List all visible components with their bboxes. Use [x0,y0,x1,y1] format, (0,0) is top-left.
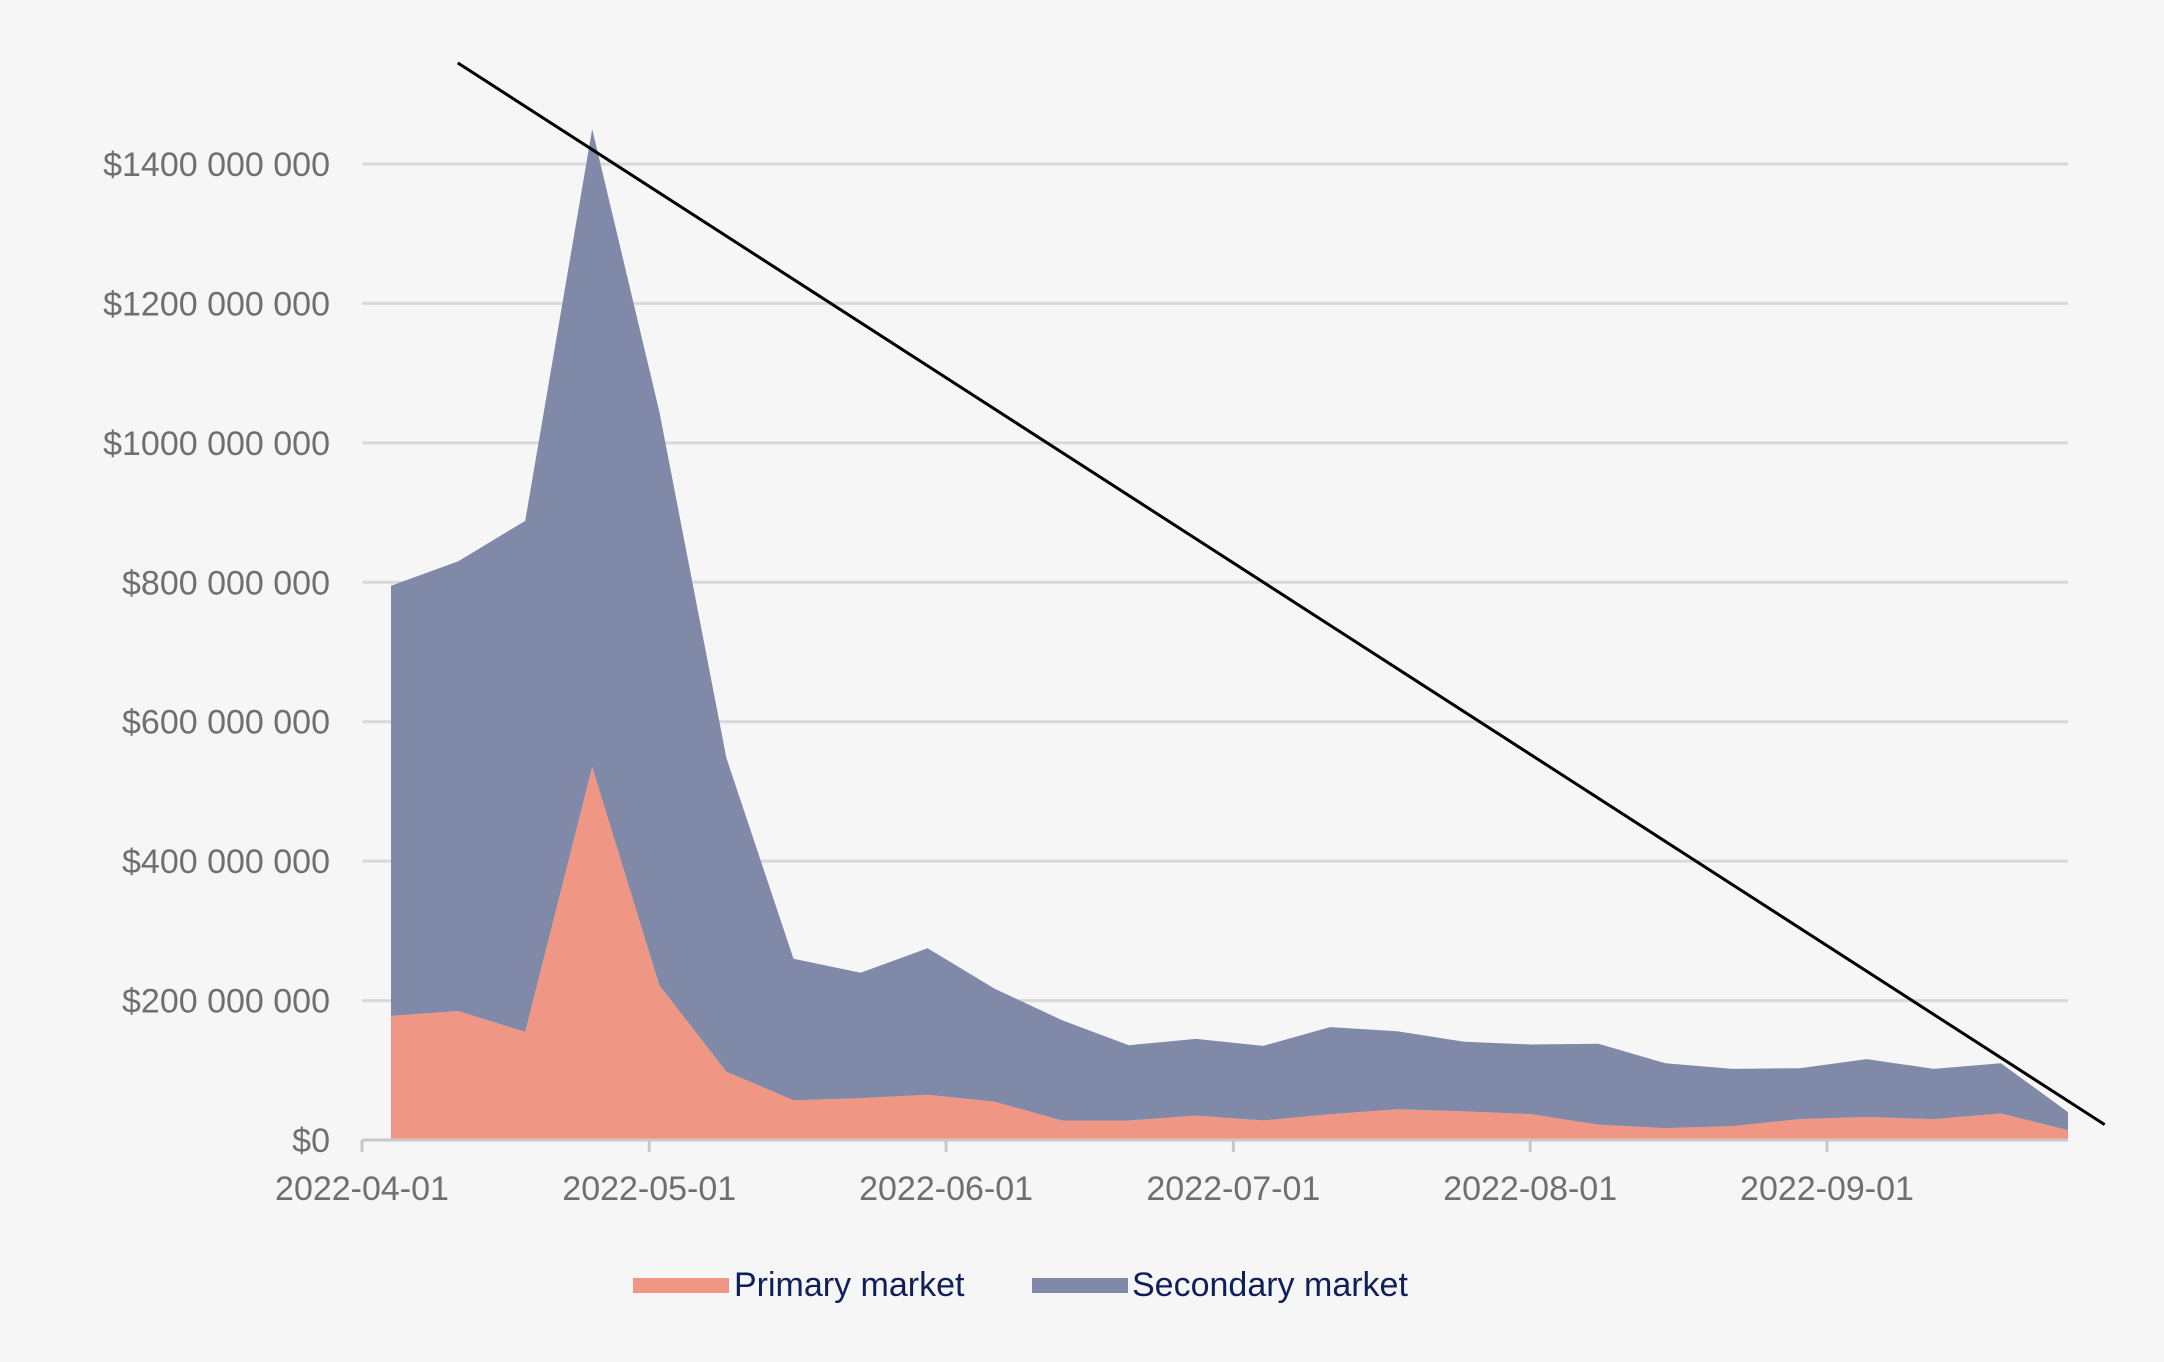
legend-swatch-secondary-market [1032,1278,1128,1293]
x-tick-label: 2022-05-01 [562,1170,736,1208]
x-axis-tick-labels: 2022-04-01 2022-05-01 2022-06-01 2022-07-01… [275,1170,1914,1208]
x-tick-label: 2022-08-01 [1443,1170,1617,1208]
y-axis-tick-labels: $0 $200 000 000 $400 000 000 $600 000 000 $8… [103,146,330,1160]
trendline [456,61,2106,1126]
y-tick-label: $0 [292,1122,330,1160]
y-tick-label: $1200 000 000 [103,285,330,323]
x-tick-label: 2022-04-01 [275,1170,449,1208]
y-tick-label: $800 000 000 [122,564,330,602]
trendline-layer [456,61,2106,1126]
x-axis [360,1138,2068,1152]
x-tick-label: 2022-09-01 [1740,1170,1914,1208]
x-tick-label: 2022-07-01 [1146,1170,1320,1208]
area-series-layer [391,129,2068,1140]
legend-swatch-primary-market [633,1278,729,1293]
legend-label-primary-market: Primary market [734,1266,965,1304]
y-tick-label: $600 000 000 [122,704,330,742]
y-tick-label: $200 000 000 [122,983,330,1021]
y-tick-label: $400 000 000 [122,843,330,881]
y-tick-label: $1000 000 000 [103,425,330,463]
x-tick-label: 2022-06-01 [859,1170,1033,1208]
area-primary-market [391,767,2068,1140]
legend: Primary market Secondary market [633,1266,1408,1304]
y-tick-label: $1400 000 000 [103,146,330,184]
legend-label-secondary-market: Secondary market [1132,1266,1408,1304]
